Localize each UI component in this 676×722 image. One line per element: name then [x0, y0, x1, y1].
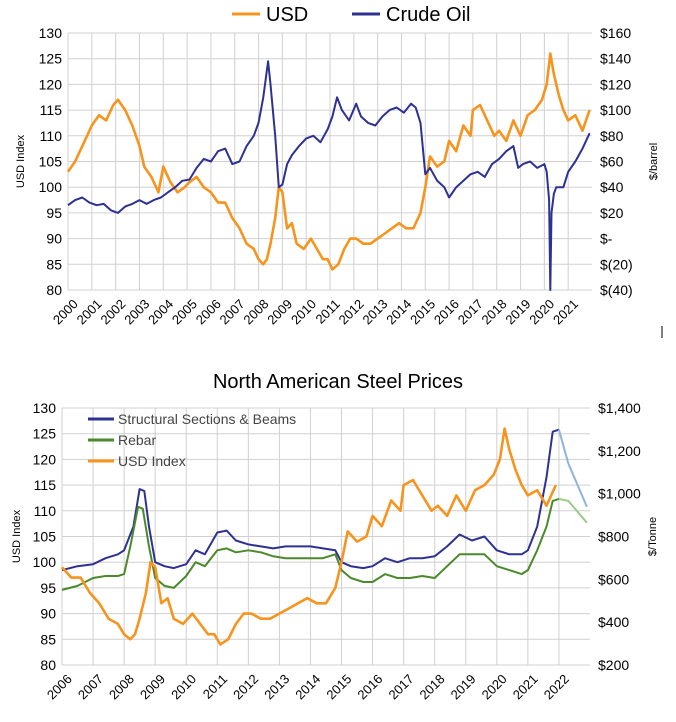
x-tick-label: 2002	[97, 296, 128, 327]
y-tick-label: 130	[39, 25, 63, 41]
legend-label: USD	[266, 4, 308, 26]
y2-axis-title: $/barrel	[648, 143, 660, 180]
y-tick-label: 110	[34, 503, 57, 519]
x-tick-label: 2017	[455, 296, 486, 327]
y-tick-label: 95	[40, 580, 56, 596]
series-line-usd	[66, 52, 591, 271]
x-tick-label: 2001	[74, 296, 105, 327]
x-tick-label: 2013	[359, 296, 390, 327]
series-line-usd-index	[61, 427, 557, 646]
x-tick-label: 2006	[193, 296, 224, 327]
y2-tick-label: $160	[600, 25, 631, 41]
series-line-crude-oil	[67, 60, 591, 291]
x-tick-label: 2007	[217, 296, 248, 327]
x-tick-label: 2003	[121, 296, 152, 327]
x-tick-label: 2004	[145, 296, 176, 327]
x-tick-label: 2010	[168, 671, 199, 702]
y2-tick-label: $800	[598, 529, 629, 545]
x-tick-label: 2000	[50, 296, 81, 327]
y-axis-title: USD Index	[15, 134, 27, 188]
series-line-structural-sections-beams	[61, 428, 560, 572]
legend-label: Structural Sections & Beams	[118, 411, 296, 427]
x-tick-label: 2006	[44, 671, 75, 702]
y2-tick-label: $-	[600, 231, 613, 247]
forecast-line-rebar	[558, 497, 588, 524]
x-tick-label: 2018	[479, 296, 510, 327]
x-tick-label: 2019	[502, 296, 533, 327]
legend-label: Crude Oil	[386, 4, 470, 26]
y-tick-label: 85	[40, 631, 56, 647]
x-tick-label: 2009	[137, 671, 168, 702]
x-tick-label: 2016	[431, 296, 462, 327]
y-tick-label: 130	[33, 400, 57, 416]
y-tick-label: 120	[33, 451, 57, 467]
y-tick-label: 115	[40, 102, 63, 118]
y-tick-label: 95	[46, 205, 62, 221]
x-tick-label: 2007	[75, 671, 106, 702]
x-tick-label: 2010	[288, 296, 319, 327]
y-tick-label: 105	[33, 529, 57, 545]
chart-title: North American Steel Prices	[213, 371, 463, 393]
x-tick-label: 2022	[541, 671, 572, 702]
y-tick-label: 110	[40, 128, 63, 144]
legend-label: USD Index	[118, 453, 186, 469]
x-tick-label: 2021	[550, 296, 581, 327]
x-tick-label: 2016	[354, 671, 385, 702]
x-tick-label: 2008	[106, 671, 137, 702]
x-tick-label: 2020	[526, 296, 557, 327]
y-tick-label: 80	[46, 282, 62, 298]
x-tick-label: 2012	[336, 296, 367, 327]
x-tick-label: 2011	[313, 296, 343, 326]
x-tick-label: 2019	[448, 671, 479, 702]
y-tick-label: 125	[33, 426, 57, 442]
x-tick-label: 2011	[200, 671, 230, 701]
y2-tick-label: $140	[600, 51, 631, 67]
y2-tick-label: $(20)	[600, 256, 633, 272]
x-tick-label: 2009	[264, 296, 295, 327]
y-tick-label: 115	[34, 477, 57, 493]
x-tick-label: 2012	[230, 671, 261, 702]
x-tick-label: 2008	[240, 296, 271, 327]
y2-axis-title: $/Tonne	[647, 517, 659, 556]
y2-tick-label: $400	[598, 614, 629, 630]
y2-tick-label: $200	[598, 657, 629, 673]
y-tick-label: 120	[39, 76, 63, 92]
y2-tick-label: $120	[600, 76, 631, 92]
y-axis-title: USD Index	[11, 509, 23, 563]
series-line-rebar	[61, 497, 560, 591]
y-tick-label: 125	[39, 51, 63, 67]
x-tick-label: 2018	[417, 671, 448, 702]
y-tick-label: 100	[33, 554, 57, 570]
x-tick-label: 2020	[479, 671, 510, 702]
y-tick-label: 105	[39, 154, 63, 170]
x-tick-label: 2021	[510, 671, 541, 702]
y-tick-label: 80	[40, 657, 56, 673]
forecast-line-structural	[557, 429, 588, 508]
y2-tick-label: $40	[600, 179, 624, 195]
x-tick-label: 2017	[385, 671, 416, 702]
y2-tick-label: $(40)	[600, 282, 633, 298]
x-tick-label: 2015	[323, 671, 354, 702]
y2-tick-label: $100	[600, 102, 631, 118]
y2-tick-label: $20	[600, 205, 624, 221]
y-tick-label: 90	[40, 606, 56, 622]
y2-tick-label: $600	[598, 571, 629, 587]
x-tick-label: 2014	[292, 671, 323, 702]
y-tick-label: 85	[46, 256, 62, 272]
y2-tick-label: $60	[600, 154, 624, 170]
y2-tick-label: $1,000	[598, 486, 641, 502]
y2-tick-label: $1,200	[598, 443, 641, 459]
legend-label: Rebar	[118, 432, 156, 448]
x-tick-label: 2013	[261, 671, 292, 702]
y2-tick-label: $80	[600, 128, 624, 144]
x-tick-label: 2014	[383, 296, 414, 327]
y-tick-label: 90	[46, 231, 62, 247]
x-tick-label: 2005	[169, 296, 200, 327]
x-tick-label: 2015	[407, 296, 438, 327]
y2-tick-label: $1,400	[598, 400, 641, 416]
y-tick-label: 100	[39, 179, 63, 195]
